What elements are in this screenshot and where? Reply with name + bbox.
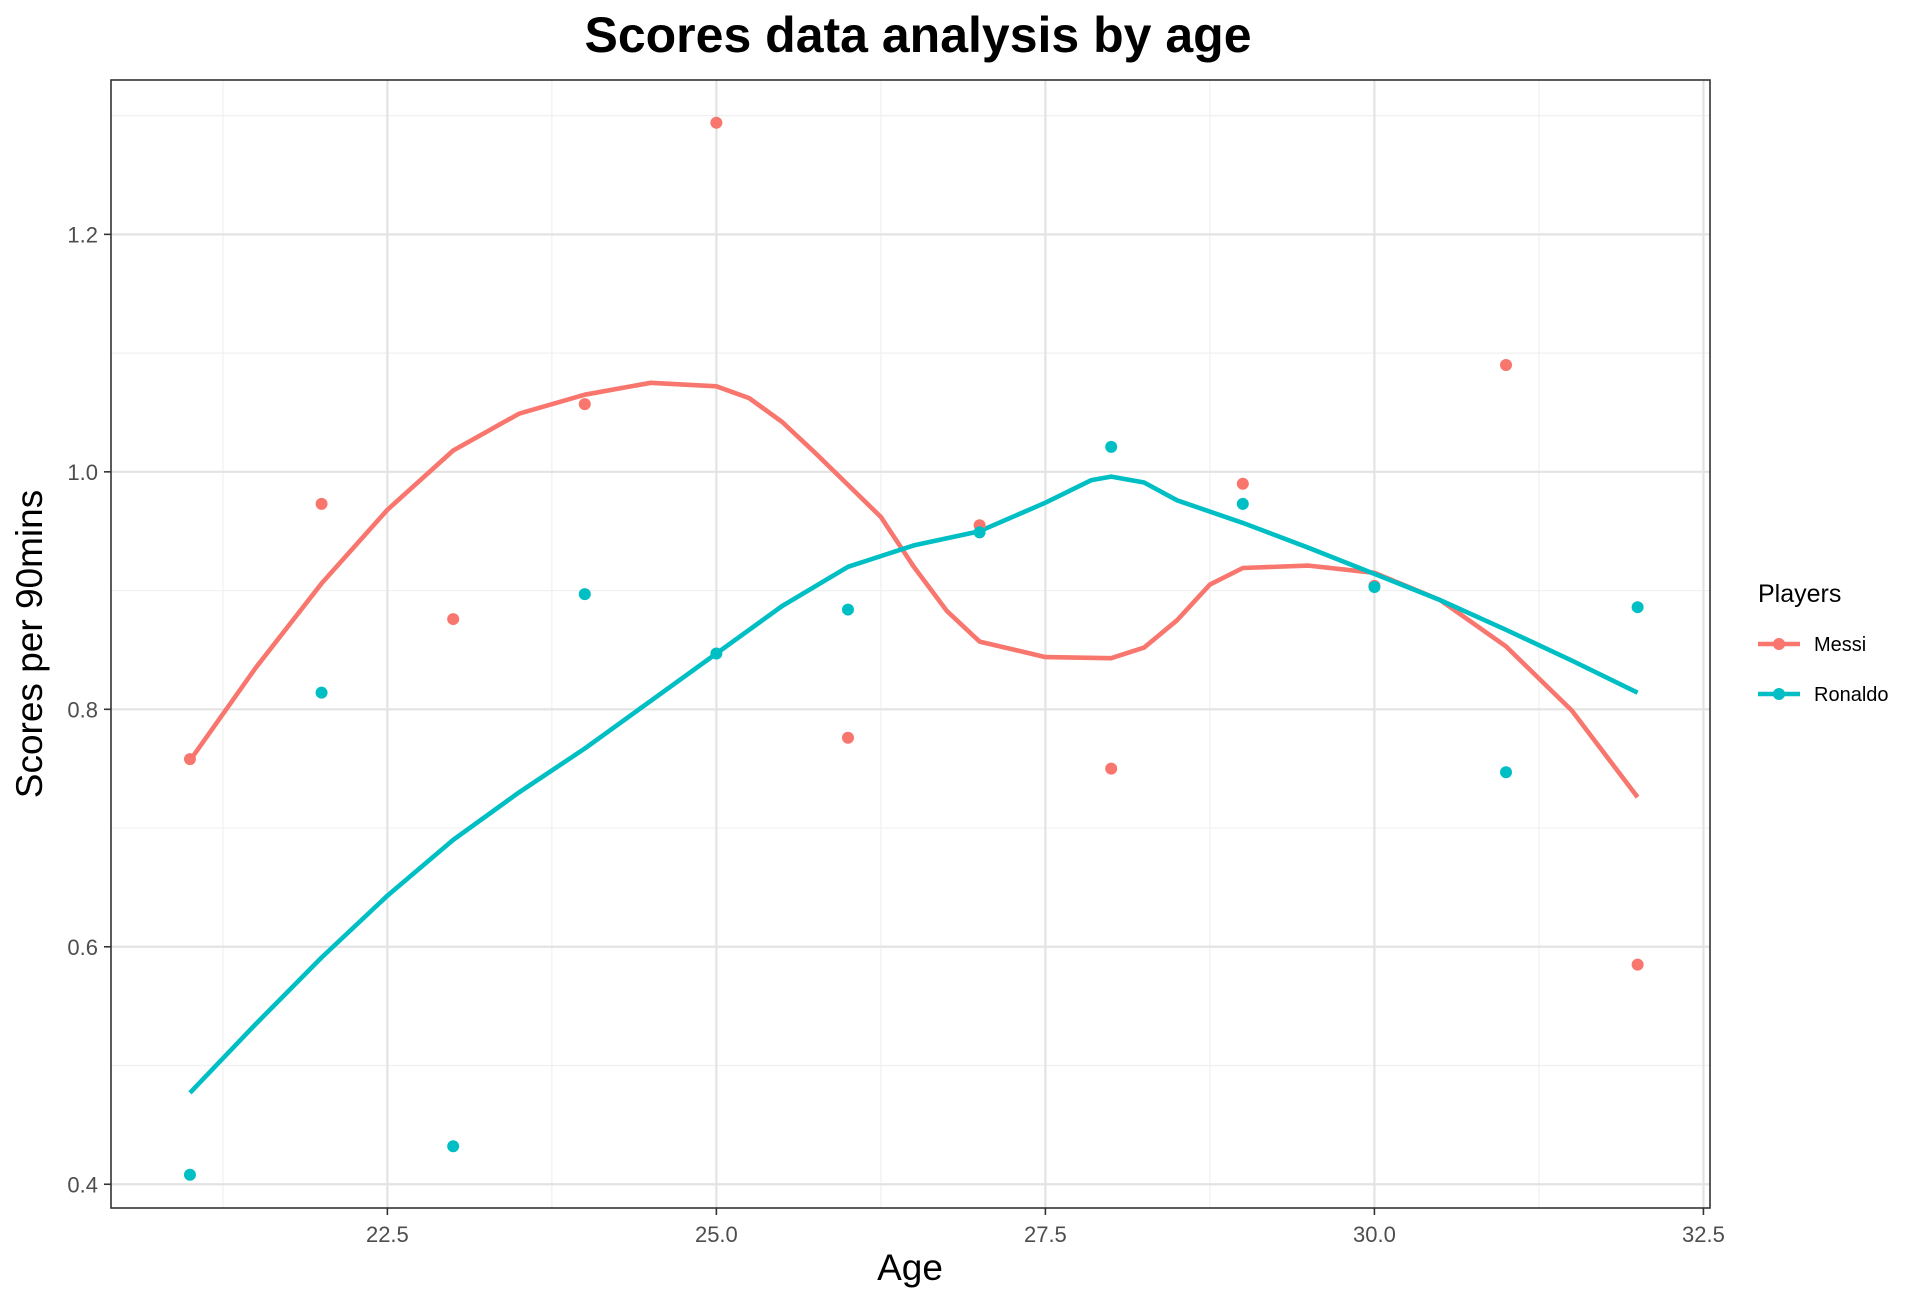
y-tick-label: 0.4 <box>67 1172 98 1197</box>
y-axis-title: Scores per 90mins <box>9 490 50 798</box>
data-point-ronaldo <box>1500 766 1513 779</box>
legend-label-ronaldo: Ronaldo <box>1814 684 1889 706</box>
legend-item-messi: Messi <box>1758 634 1866 656</box>
data-point-ronaldo <box>1368 581 1381 594</box>
data-point-ronaldo <box>1236 497 1249 510</box>
data-point-messi <box>1631 958 1644 971</box>
y-tick-label: 0.6 <box>67 935 98 960</box>
data-point-ronaldo <box>447 1140 460 1153</box>
data-point-ronaldo <box>183 1168 196 1181</box>
data-point-messi <box>447 613 460 626</box>
x-tick-label: 27.5 <box>1024 1222 1067 1247</box>
data-points <box>183 116 1644 1181</box>
data-point-messi <box>578 398 591 411</box>
data-point-ronaldo <box>841 603 854 616</box>
x-tick-label: 22.5 <box>366 1222 409 1247</box>
data-point-ronaldo <box>315 686 328 699</box>
legend: Players Messi Ronaldo <box>1758 580 1889 706</box>
data-point-ronaldo <box>710 647 723 660</box>
x-tick-label: 25.0 <box>695 1222 738 1247</box>
chart-title: Scores data analysis by age <box>584 7 1251 63</box>
data-point-ronaldo <box>578 588 591 601</box>
legend-key-point-ronaldo <box>1773 688 1785 700</box>
legend-title: Players <box>1758 580 1841 608</box>
y-axis-ticks: 0.4 0.6 0.8 1.0 1.2 <box>67 222 111 1197</box>
legend-item-ronaldo: Ronaldo <box>1758 684 1889 706</box>
data-point-ronaldo <box>1631 601 1644 614</box>
smooth-line-messi <box>188 380 1640 799</box>
y-tick-label: 0.8 <box>67 697 98 722</box>
legend-items: Messi Ronaldo <box>1758 634 1889 706</box>
x-axis-ticks: 22.5 25.0 27.5 30.0 32.5 <box>366 1208 1725 1247</box>
y-tick-label: 1.2 <box>67 222 98 247</box>
data-point-messi <box>1500 358 1513 371</box>
data-point-ronaldo <box>1105 440 1118 453</box>
x-tick-label: 32.5 <box>1682 1222 1725 1247</box>
data-point-messi <box>1105 762 1118 775</box>
x-axis-title: Age <box>877 1247 943 1288</box>
data-point-messi <box>841 731 854 744</box>
legend-key-point-messi <box>1773 638 1785 650</box>
data-point-ronaldo <box>973 526 986 539</box>
y-tick-label: 1.0 <box>67 460 98 485</box>
data-point-messi <box>315 497 328 510</box>
panel-border <box>110 79 1711 1209</box>
x-tick-label: 30.0 <box>1353 1222 1396 1247</box>
grid-layer <box>111 80 1710 1208</box>
legend-label-messi: Messi <box>1814 634 1866 656</box>
data-point-messi <box>1236 477 1249 490</box>
data-point-messi <box>710 116 723 129</box>
data-point-messi <box>183 753 196 766</box>
